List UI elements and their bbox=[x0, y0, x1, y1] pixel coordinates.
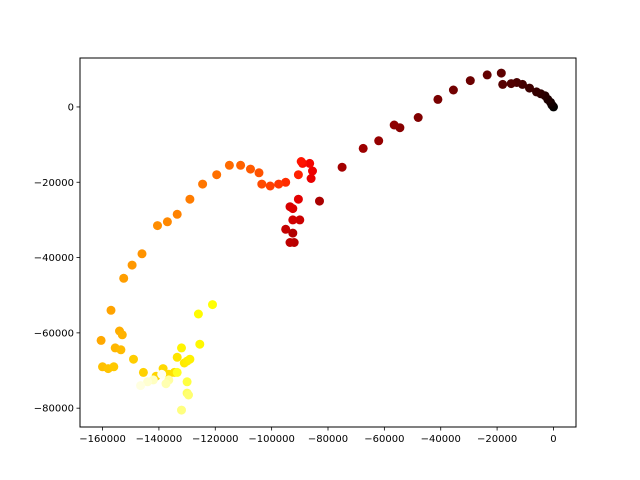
x-tick-label: −120000 bbox=[192, 434, 239, 445]
data-point bbox=[212, 170, 222, 180]
data-point bbox=[195, 339, 205, 349]
data-point bbox=[127, 260, 137, 270]
data-point bbox=[137, 249, 147, 259]
data-point bbox=[208, 300, 217, 310]
data-point bbox=[296, 157, 306, 166]
data-point bbox=[119, 273, 129, 283]
data-point bbox=[358, 143, 368, 153]
data-point bbox=[274, 179, 284, 189]
x-axis: −160000 −140000 −120000 −100000 −80000 −60000… bbox=[79, 427, 557, 445]
data-point bbox=[293, 170, 303, 180]
data-point bbox=[161, 379, 171, 389]
data-point bbox=[498, 79, 508, 89]
data-point bbox=[288, 204, 298, 214]
data-point bbox=[172, 352, 182, 362]
points-layer bbox=[96, 68, 558, 415]
data-point bbox=[281, 177, 291, 187]
data-point bbox=[293, 194, 303, 204]
data-point bbox=[254, 168, 264, 178]
data-point bbox=[162, 217, 172, 227]
data-point bbox=[177, 405, 186, 415]
data-point bbox=[177, 343, 186, 353]
data-point bbox=[265, 181, 275, 191]
data-point bbox=[308, 166, 317, 176]
data-point bbox=[389, 120, 399, 130]
x-tick-label: 0 bbox=[550, 434, 556, 445]
data-point bbox=[496, 68, 506, 78]
data-point bbox=[465, 76, 475, 86]
data-point bbox=[143, 377, 153, 387]
data-point bbox=[236, 160, 246, 170]
data-point bbox=[129, 354, 138, 364]
y-tick-label: −80000 bbox=[34, 404, 74, 415]
x-tick-label: −100000 bbox=[248, 434, 295, 445]
data-point bbox=[172, 367, 182, 377]
data-point bbox=[285, 238, 295, 247]
data-point bbox=[413, 113, 423, 122]
data-point bbox=[506, 79, 516, 89]
data-point bbox=[198, 179, 208, 189]
data-point bbox=[525, 83, 534, 93]
x-tick-label: −20000 bbox=[477, 434, 517, 445]
axes-frame bbox=[79, 57, 577, 428]
data-point bbox=[172, 209, 182, 219]
data-point bbox=[281, 224, 291, 234]
data-point bbox=[257, 179, 267, 189]
data-point bbox=[117, 330, 127, 340]
data-point bbox=[157, 369, 167, 379]
data-point bbox=[136, 381, 146, 391]
data-point bbox=[193, 309, 203, 319]
y-tick-label: 0 bbox=[68, 102, 74, 113]
x-tick-label: −60000 bbox=[364, 434, 404, 445]
y-tick-label: −20000 bbox=[34, 178, 74, 189]
data-point bbox=[306, 174, 316, 183]
data-point bbox=[224, 160, 234, 170]
x-tick-label: −140000 bbox=[136, 434, 183, 445]
data-point bbox=[185, 354, 195, 364]
data-point bbox=[482, 70, 492, 80]
data-point bbox=[374, 136, 384, 146]
y-axis: −80000 −60000 −40000 −20000 0 bbox=[34, 102, 80, 415]
data-point bbox=[182, 377, 192, 387]
x-tick-label: −40000 bbox=[421, 434, 461, 445]
data-point bbox=[305, 158, 315, 168]
data-point bbox=[288, 228, 298, 238]
data-point bbox=[109, 362, 119, 372]
data-point bbox=[153, 221, 162, 231]
data-point bbox=[295, 215, 305, 225]
x-tick-label: −160000 bbox=[79, 434, 126, 445]
data-point bbox=[184, 390, 193, 400]
data-point bbox=[448, 85, 458, 95]
data-point bbox=[337, 162, 347, 172]
data-point bbox=[138, 367, 148, 377]
data-point bbox=[246, 164, 255, 174]
data-point bbox=[532, 87, 541, 97]
data-point bbox=[96, 335, 106, 345]
y-tick-label: −40000 bbox=[34, 253, 74, 264]
data-point bbox=[116, 345, 126, 355]
data-point bbox=[433, 94, 443, 104]
data-point bbox=[185, 194, 195, 204]
data-point bbox=[106, 305, 116, 315]
data-point bbox=[288, 215, 298, 225]
data-point bbox=[315, 196, 324, 206]
x-tick-label: −80000 bbox=[308, 434, 348, 445]
y-tick-label: −60000 bbox=[34, 328, 74, 339]
